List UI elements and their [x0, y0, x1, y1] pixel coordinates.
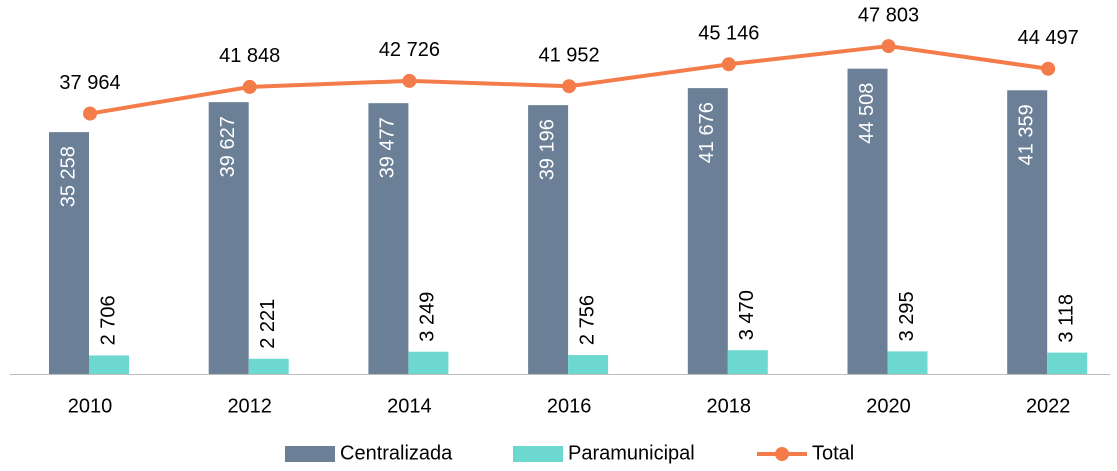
bar-value-label: 41 676	[696, 102, 718, 163]
bar	[408, 351, 449, 374]
bar	[727, 350, 768, 374]
line-marker	[242, 79, 257, 94]
line-marker	[1041, 61, 1056, 76]
bar	[687, 88, 728, 375]
line-value-label: 41 848	[219, 45, 280, 67]
bar	[368, 103, 409, 375]
legend-label: Paramunicipal	[568, 442, 695, 464]
bar	[847, 68, 888, 375]
line-value-label: 37 964	[59, 72, 120, 94]
line-marker	[402, 73, 417, 88]
x-tick-label: 2018	[707, 395, 752, 417]
bar	[248, 358, 289, 374]
line-marker	[881, 39, 896, 54]
bar	[568, 355, 609, 374]
line-marker	[83, 106, 97, 121]
legend-label: Total	[812, 442, 854, 464]
line-value-label: 45 146	[698, 23, 759, 45]
bar-value-label: 35 258	[57, 146, 79, 207]
legend-swatch	[513, 446, 563, 462]
line-marker	[721, 57, 736, 72]
bar-value-label: 2 706	[97, 295, 119, 345]
bar-value-label: 2 221	[257, 299, 279, 349]
bar-value-label: 3 249	[417, 292, 439, 342]
bar-value-label: 44 508	[856, 83, 878, 144]
x-tick-label: 2010	[68, 395, 113, 417]
bar-value-label: 39 477	[377, 117, 399, 178]
bar	[208, 102, 249, 374]
legend-label: Centralizada	[340, 442, 453, 464]
bar-value-label: 2 756	[576, 295, 598, 345]
bar	[89, 355, 129, 374]
legend-swatch	[285, 446, 335, 462]
bar-value-label: 41 359	[1015, 104, 1037, 165]
bar	[1007, 90, 1048, 375]
legend-swatch	[775, 447, 789, 461]
bar-value-label: 3 295	[896, 291, 918, 341]
bar-value-label: 3 470	[736, 290, 758, 340]
line-marker	[562, 79, 577, 94]
x-tick-label: 2012	[227, 395, 272, 417]
x-tick-label: 2020	[866, 395, 911, 417]
bar-value-label: 39 196	[536, 119, 558, 180]
x-tick-label: 2022	[1026, 395, 1071, 417]
bar-value-label: 3 118	[1055, 294, 1077, 343]
line-value-label: 47 803	[858, 4, 919, 26]
x-tick-label: 2016	[547, 395, 592, 417]
bar	[887, 351, 928, 374]
x-tick-label: 2014	[387, 395, 432, 417]
line-value-label: 42 726	[379, 39, 440, 61]
line-value-label: 41 952	[539, 44, 600, 66]
bar-value-label: 39 627	[217, 116, 239, 177]
bar	[528, 105, 569, 374]
bar	[49, 132, 89, 374]
line-value-label: 44 497	[1018, 27, 1079, 49]
bar	[1047, 352, 1088, 374]
